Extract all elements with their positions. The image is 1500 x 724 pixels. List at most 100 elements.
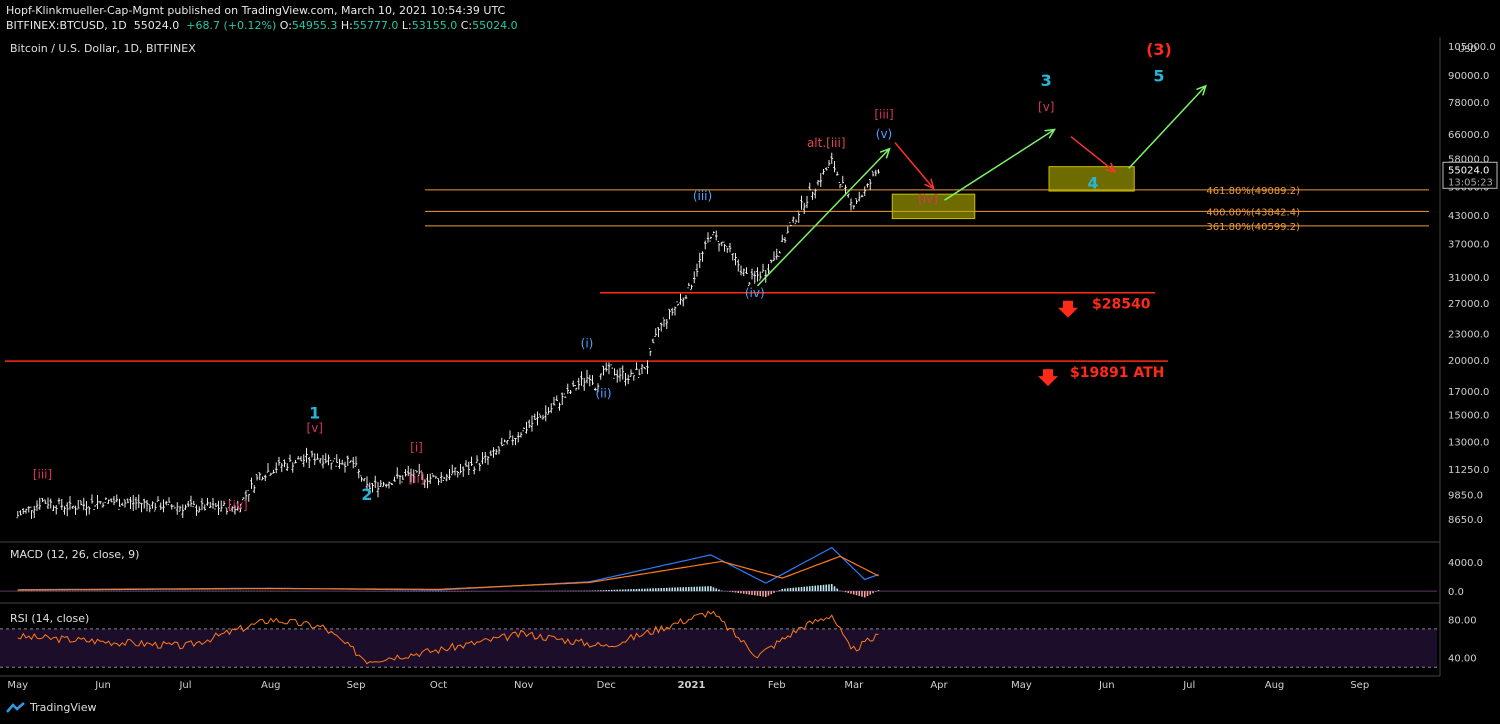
rsi-tick-label: 80.00 xyxy=(1448,615,1477,626)
macd-tick-label: 4000.0 xyxy=(1448,558,1483,569)
wave-label: 2 xyxy=(361,485,372,504)
published-line: Hopf-Klinkmueller-Cap-Mgmt published on … xyxy=(6,4,506,17)
price-tick-label: 43000.0 xyxy=(1448,211,1489,222)
last-price: 55024.0 xyxy=(133,19,180,32)
price-tick-label: 20000.0 xyxy=(1448,356,1489,367)
projection-arrow-up xyxy=(944,128,1055,201)
wave-label: 4 xyxy=(1087,174,1098,193)
down-arrow-icon xyxy=(1058,300,1078,318)
wave-label: [v] xyxy=(1038,100,1054,114)
macd-tick-label: 0.0 xyxy=(1448,587,1464,598)
wave-label: (i) xyxy=(581,336,594,350)
projection-arrow-down xyxy=(1070,136,1116,173)
low-label: L: xyxy=(401,19,412,32)
fib-level-label: 361.80%(40599.2) xyxy=(1206,222,1300,233)
price-bars xyxy=(16,152,880,519)
x-tick-label: Aug xyxy=(1265,680,1285,691)
x-tick-label: May xyxy=(1011,680,1032,691)
macd-title: MACD (12, 26, close, 9) xyxy=(10,548,139,561)
target-zone-wave-4 xyxy=(1048,166,1135,192)
fib-level-label: 400.00%(43842.4) xyxy=(1206,207,1300,218)
open-label: O: xyxy=(279,19,292,32)
price-tick-label: 17000.0 xyxy=(1448,387,1489,398)
wave-label: 5 xyxy=(1153,66,1164,85)
current-price-label: 55024.0 xyxy=(1448,165,1489,176)
x-tick-label: Nov xyxy=(514,680,534,691)
wave-label: [v] xyxy=(307,421,323,435)
price-tick-label: 66000.0 xyxy=(1448,130,1489,141)
macd-line-signal xyxy=(17,555,879,591)
projection-arrow-up-head xyxy=(1196,84,1207,96)
currency-label: USD xyxy=(1458,45,1477,55)
wave-label: [i] xyxy=(410,440,423,454)
price-tick-label: 78000.0 xyxy=(1448,98,1489,109)
current-price-marker xyxy=(1442,161,1498,189)
trend-arrow xyxy=(756,148,891,287)
high-label: H: xyxy=(340,19,353,32)
price-change: +68.7 (+0.12%) xyxy=(186,19,277,32)
x-tick-label: 2021 xyxy=(678,680,706,691)
ath-label-19891: $19891 ATH xyxy=(1070,365,1164,381)
rsi-band xyxy=(0,628,1437,668)
projection-arrow-down-head xyxy=(924,178,935,190)
rsi-title: RSI (14, close) xyxy=(10,612,89,625)
target-zone-wave-iv xyxy=(891,193,976,220)
price-tick-label: 37000.0 xyxy=(1448,240,1489,251)
high-value: 55777.0 xyxy=(352,19,399,32)
price-tick-label: 105000.0 xyxy=(1448,42,1496,53)
close-value: 55024.0 xyxy=(472,19,518,32)
x-tick-label: Dec xyxy=(597,680,616,691)
wave-label: [iv] xyxy=(228,498,248,512)
low-value: 53155.0 xyxy=(411,19,458,32)
x-tick-label: Aug xyxy=(261,680,281,691)
x-tick-label: Mar xyxy=(844,680,864,691)
price-tick-label: 13000.0 xyxy=(1448,438,1489,449)
wave-label: (3) xyxy=(1146,40,1172,59)
wave-label: [iv] xyxy=(918,192,938,206)
wave-label: (iv) xyxy=(745,286,765,300)
projection-arrow-up xyxy=(1128,85,1207,169)
price-tick-label: 58000.0 xyxy=(1448,154,1489,165)
countdown-label: 13:05:23 xyxy=(1448,177,1493,188)
chart-title: Bitcoin / U.S. Dollar, 1D, BITFINEX xyxy=(10,42,196,55)
wave-label: alt.[iii] xyxy=(807,136,846,150)
price-tick-label: 27000.0 xyxy=(1448,299,1489,310)
price-tick-label: 11250.0 xyxy=(1448,465,1489,476)
x-tick-label: Sep xyxy=(1350,680,1369,691)
price-tick-label: 31000.0 xyxy=(1448,273,1489,284)
x-tick-label: Feb xyxy=(768,680,786,691)
wave-label: [ii] xyxy=(408,472,424,486)
trend-arrow-head xyxy=(879,147,891,159)
fib-level-label: 461.80%(49089.2) xyxy=(1206,186,1300,197)
down-arrow-icon xyxy=(1038,369,1058,387)
x-tick-label: Jun xyxy=(94,680,111,691)
wave-label: (v) xyxy=(876,127,892,141)
price-tick-label: 8650.0 xyxy=(1448,515,1483,526)
price-tick-label: 23000.0 xyxy=(1448,330,1489,341)
tradingview-logo-icon xyxy=(6,701,25,713)
close-label: C: xyxy=(460,19,473,32)
x-tick-label: Jun xyxy=(1098,680,1115,691)
price-tick-label: 90000.0 xyxy=(1448,71,1489,82)
footer-brand: TradingView xyxy=(30,701,97,714)
support-label-28540: $28540 xyxy=(1092,297,1151,313)
rsi-line xyxy=(17,610,879,665)
projection-arrow-down xyxy=(894,142,935,189)
rsi-tick-label: 40.00 xyxy=(1448,654,1477,665)
wave-label: 3 xyxy=(1041,71,1052,90)
x-tick-label: Apr xyxy=(930,680,948,691)
wave-label: [iii] xyxy=(33,468,52,482)
price-pane xyxy=(0,37,1437,541)
x-tick-label: Jul xyxy=(1182,680,1195,691)
x-tick-label: May xyxy=(7,680,28,691)
wave-label: 1 xyxy=(309,403,320,422)
price-tick-label: 9850.0 xyxy=(1448,490,1483,501)
macd-histogram xyxy=(16,584,880,598)
wave-label: (iii) xyxy=(693,189,712,203)
wave-label: [iii] xyxy=(874,108,893,122)
projection-arrow-up-head xyxy=(1044,128,1056,139)
footer: TradingView xyxy=(6,701,96,714)
x-tick-label: Jul xyxy=(178,680,191,691)
open-value: 54955.3 xyxy=(291,19,338,32)
